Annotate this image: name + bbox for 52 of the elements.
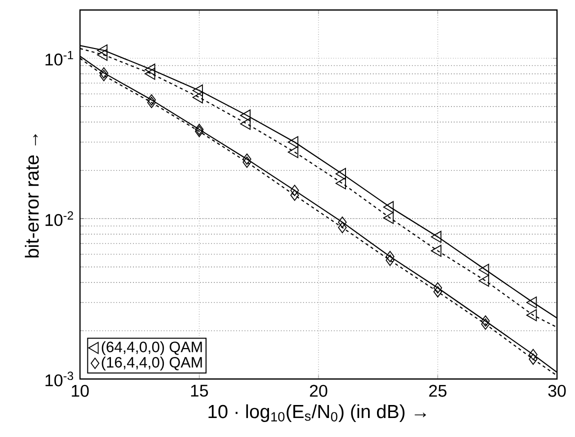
x-axis-title: 10 · log$_{10}$(E$_{s}$/N$_{0}$) (in dB) → <box>208 404 426 422</box>
point <box>144 64 156 76</box>
legend-label: (64,4,0,0) QAM <box>102 341 202 356</box>
point <box>383 212 394 224</box>
point <box>147 94 156 106</box>
point <box>144 68 156 80</box>
x-tick-label: 25 <box>429 384 446 397</box>
point <box>386 250 394 262</box>
point <box>478 264 490 276</box>
point <box>290 190 299 201</box>
point <box>194 126 204 138</box>
point <box>478 274 490 287</box>
point <box>526 309 537 322</box>
point <box>100 67 108 79</box>
point <box>240 109 251 122</box>
point <box>386 254 394 266</box>
y-tick-label: 10$^{-3}$ <box>46 372 74 386</box>
point <box>288 146 298 158</box>
point <box>240 118 251 130</box>
x-tick-label: 10 <box>72 384 89 397</box>
point <box>336 168 346 180</box>
point <box>528 354 538 365</box>
point <box>192 84 203 96</box>
point <box>338 216 347 228</box>
point <box>242 156 252 168</box>
point <box>288 136 298 148</box>
point <box>481 315 490 327</box>
x-tick-label: 15 <box>191 384 208 397</box>
y-tick-label: 10$^{-1}$ <box>46 50 74 66</box>
point <box>100 70 108 82</box>
y-axis-title: bit-error rate → <box>24 134 39 258</box>
point <box>336 177 346 190</box>
point <box>481 318 490 330</box>
point <box>147 96 156 108</box>
point <box>430 230 442 243</box>
point <box>338 222 347 234</box>
point <box>528 348 538 360</box>
point <box>290 184 299 196</box>
point <box>97 44 108 56</box>
point <box>433 282 442 294</box>
point <box>526 296 537 308</box>
point <box>433 286 442 298</box>
point <box>430 244 442 257</box>
x-tick-label: 20 <box>310 384 328 397</box>
x-tick-label: 30 <box>548 384 566 397</box>
y-tick-label: 10$^{-2}$ <box>46 211 74 226</box>
point <box>192 91 203 104</box>
legend-label: (16,4,4,0) QAM <box>102 356 202 371</box>
point <box>194 124 204 136</box>
point <box>383 201 394 214</box>
point <box>97 48 108 61</box>
point <box>242 154 252 165</box>
